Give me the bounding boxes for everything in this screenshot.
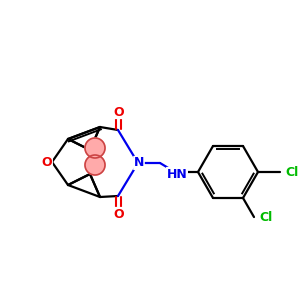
Text: HN: HN bbox=[167, 167, 188, 181]
Text: Cl: Cl bbox=[285, 166, 298, 178]
Circle shape bbox=[85, 138, 105, 158]
Circle shape bbox=[85, 155, 105, 175]
Text: O: O bbox=[42, 155, 52, 169]
Text: N: N bbox=[134, 157, 144, 169]
Text: Cl: Cl bbox=[260, 211, 273, 224]
Text: O: O bbox=[114, 208, 124, 220]
Text: O: O bbox=[114, 106, 124, 118]
